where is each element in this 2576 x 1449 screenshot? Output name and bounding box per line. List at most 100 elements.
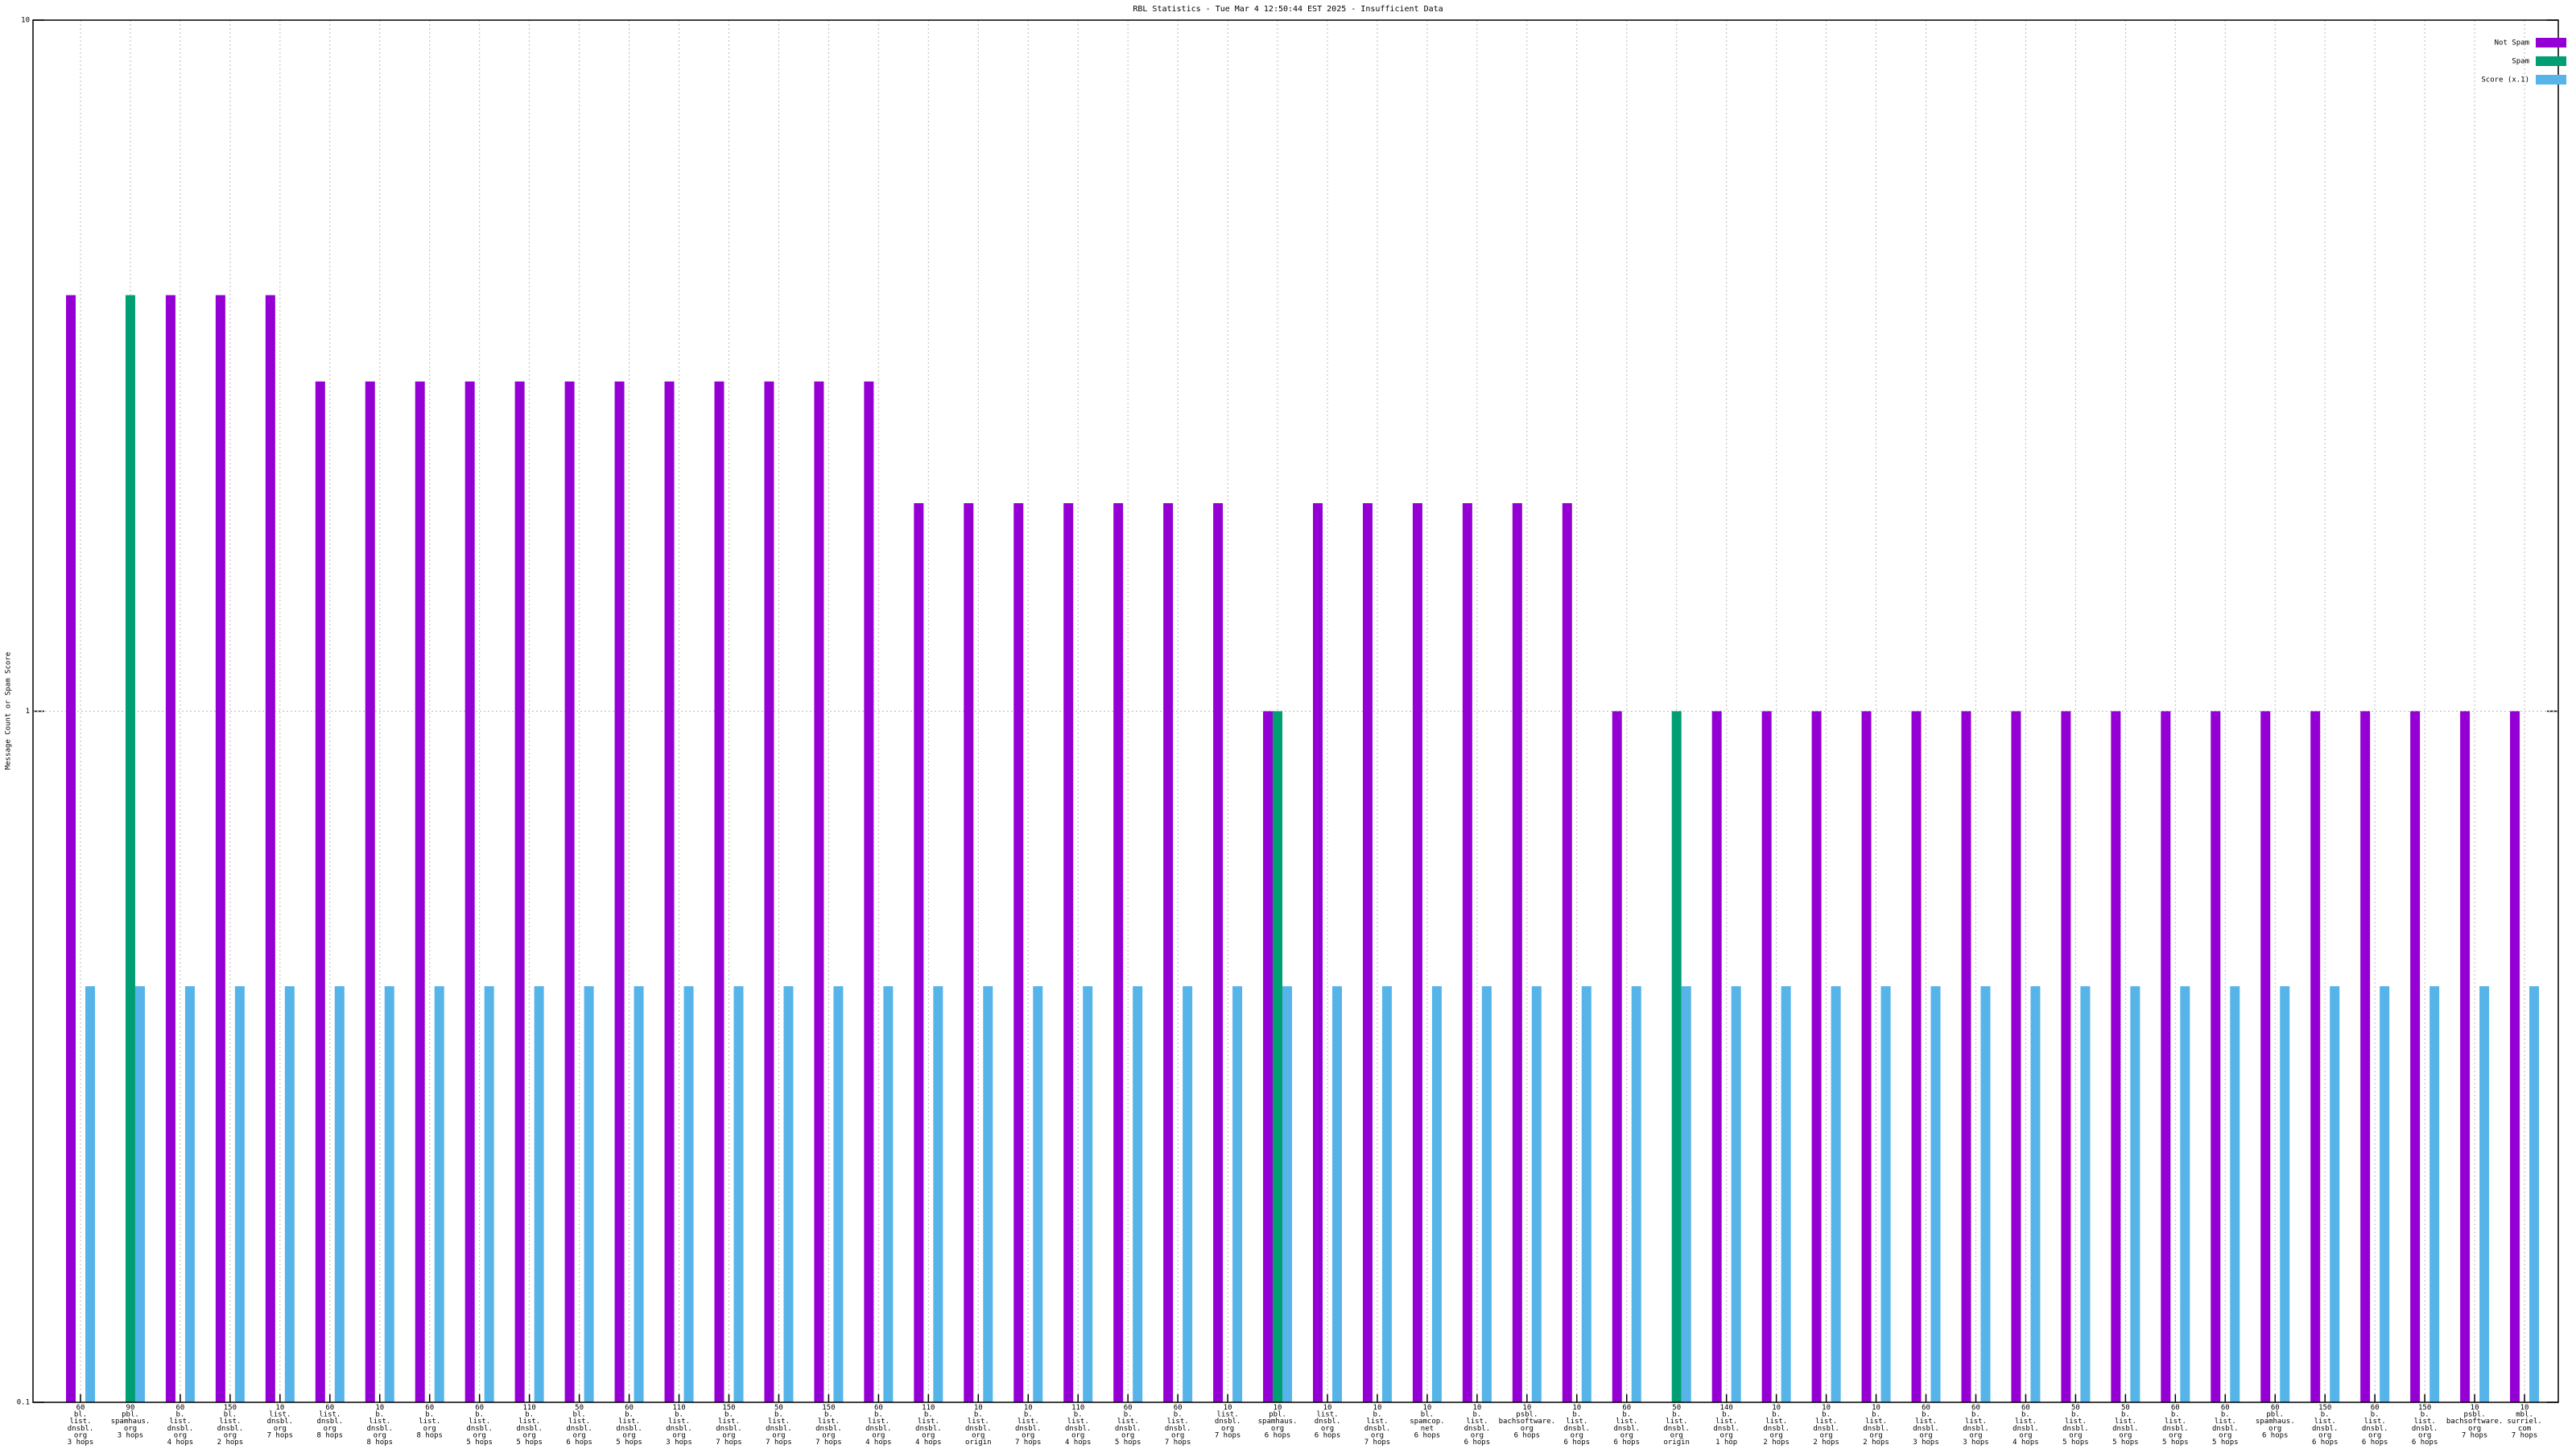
x-tick-label: 60 b. list. dnsbl. org 6 hops (1614, 1404, 1641, 1447)
bar (2080, 986, 2091, 1402)
legend-label: Not Spam (2495, 39, 2529, 47)
x-tick-label: 10 pbl. spamhaus. org 6 hops (1258, 1404, 1298, 1439)
y-tick-label: 0.1 (17, 1399, 30, 1407)
bar (415, 381, 425, 1403)
bar (464, 381, 475, 1403)
x-tick-label: 60 b. list. org 8 hops (416, 1404, 443, 1439)
bar (883, 986, 894, 1402)
bar (1961, 711, 1971, 1402)
bar (365, 381, 375, 1403)
bar (1911, 711, 1922, 1402)
bar (1681, 986, 1691, 1402)
bar (1930, 986, 1941, 1402)
bar (1412, 503, 1422, 1403)
bar (315, 381, 325, 1403)
bar (2180, 986, 2190, 1402)
bar (234, 986, 245, 1402)
bar (733, 986, 744, 1402)
bar (914, 503, 924, 1403)
x-tick-label: 60 b. list. dnsbl. org 3 hops (1963, 1404, 1989, 1447)
bar (1811, 711, 1822, 1402)
bar (534, 986, 544, 1402)
bar (2460, 711, 2471, 1402)
bar (1332, 986, 1342, 1402)
x-tick-label: 50 b. list. dnsbl. org 5 hops (2062, 1404, 2089, 1447)
y-tick-label: 1 (26, 708, 30, 716)
bar (1431, 986, 1442, 1402)
bar (1512, 503, 1522, 1403)
x-tick-label: 50 bl. list. dnsbl. org 6 hops (566, 1404, 592, 1447)
bar (1213, 503, 1224, 1403)
bar (1531, 986, 1542, 1402)
bar (125, 295, 135, 1403)
x-tick-label: 60 b. list. dnsbl. org 4 hops (865, 1404, 892, 1447)
bar (1612, 711, 1622, 1402)
bar (614, 381, 625, 1403)
bar (2111, 711, 2121, 1402)
x-tick-label: 150 bl. list. dnsbl. org 2 hops (217, 1404, 244, 1447)
plot-frame (32, 19, 2559, 1403)
x-tick-label: 10 b. list. dnsbl. org 7 hops (1364, 1404, 1391, 1447)
bar (983, 986, 993, 1402)
x-tick-label: 50 b. list. dnsbl. org 7 hops (766, 1404, 792, 1447)
x-tick-label: 150 b. list. dnsbl. org 6 hops (2412, 1404, 2438, 1447)
bar (714, 381, 724, 1403)
bar (1263, 711, 1274, 1402)
x-tick-label: 10 psbl. bachsoftware. org 6 hops (1499, 1404, 1555, 1439)
bar (1362, 503, 1373, 1403)
bar (1861, 711, 1872, 1402)
bar (1013, 503, 1024, 1403)
x-tick-label: 60 b. list. dnsbl. org 5 hops (616, 1404, 642, 1447)
bar (284, 986, 295, 1402)
bar (764, 381, 774, 1403)
x-tick-label: 110 b. list. dnsbl. org 4 hops (1065, 1404, 1092, 1447)
bar (1183, 986, 1193, 1402)
bar (2360, 711, 2371, 1402)
x-tick-label: 10 bl. spamcop. net 6 hops (1410, 1404, 1444, 1439)
bar (1133, 986, 1143, 1402)
bar (664, 381, 675, 1403)
bar (2011, 711, 2021, 1402)
x-tick-label: 60 list. dnsbl. org 8 hops (317, 1404, 344, 1439)
x-tick-label: 10 b. list. dnsbl. org 2 hops (1813, 1404, 1839, 1447)
x-tick-label: 10 b. list. dnsbl. org 2 hops (1763, 1404, 1790, 1447)
bar (1462, 503, 1472, 1403)
bar (1033, 986, 1043, 1402)
bar (2479, 986, 2490, 1402)
bar (584, 986, 594, 1402)
x-tick-label: 60 bl. list. dnsbl. org 3 hops (68, 1404, 94, 1447)
bar (1113, 503, 1124, 1403)
legend-swatch (2536, 75, 2566, 85)
bar (66, 295, 76, 1403)
x-tick-label: 60 b. list. dnsbl. org 4 hops (167, 1404, 194, 1447)
x-tick-label: 10 list. dnsbl. org 7 hops (1215, 1404, 1241, 1439)
x-tick-label: 150 b. list. dnsbl. org 6 hops (2312, 1404, 2339, 1447)
bar (1761, 711, 1772, 1402)
bar (2410, 711, 2421, 1402)
bar (2280, 986, 2290, 1402)
bar (1831, 986, 1841, 1402)
bar (2510, 711, 2520, 1402)
bar (1273, 711, 1283, 1402)
chart-title: RBL Statistics - Tue Mar 4 12:50:44 EST … (1133, 5, 1443, 14)
x-tick-label: 10 b. list. dnsbl. org 8 hops (367, 1404, 394, 1447)
legend-label: Score (x.1) (2481, 76, 2529, 85)
bar (1631, 986, 1641, 1402)
bar (1980, 986, 1991, 1402)
x-tick-label: 60 b. list. dnsbl. org 5 hops (2212, 1404, 2239, 1447)
bar (964, 503, 974, 1403)
x-tick-label: 150 b. list. dnsbl. org 7 hops (815, 1404, 842, 1447)
bar (833, 986, 844, 1402)
bar (2429, 986, 2440, 1402)
bar (1381, 986, 1392, 1402)
bar (2310, 711, 2321, 1402)
bar (683, 986, 694, 1402)
x-tick-label: 60 b. list. dnsbl. org 7 hops (1165, 1404, 1191, 1447)
x-tick-label: 110 b. list. dnsbl. org 5 hops (516, 1404, 543, 1447)
bar (165, 295, 175, 1403)
bar (2230, 986, 2240, 1402)
bar (564, 381, 575, 1403)
x-tick-label: 10 b. list. dnsbl. org 7 hops (1015, 1404, 1042, 1447)
